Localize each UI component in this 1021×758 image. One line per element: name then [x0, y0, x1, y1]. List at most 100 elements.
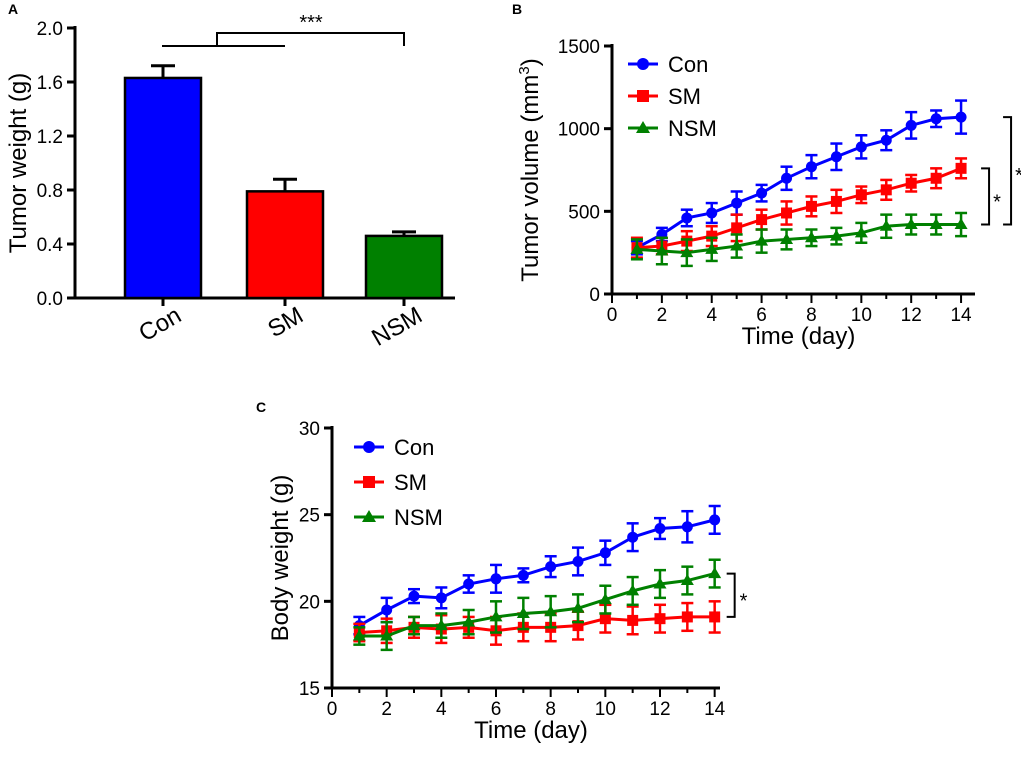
data-point [599, 613, 611, 625]
data-point [854, 226, 868, 238]
x-tick-label: 8 [545, 699, 556, 720]
significance-label: * [740, 590, 748, 612]
data-point [544, 605, 558, 617]
legend-label-sm: SM [668, 84, 701, 109]
legend-label-nsm: NSM [394, 505, 443, 530]
data-point [489, 610, 503, 622]
sig-bracket-con-nsm [1003, 116, 1013, 226]
panel-b: B 0 500 1000 1500 0 2 4 6 8 10 12 14 Time (day) Tumor … [512, 1, 1021, 350]
data-point [855, 141, 867, 153]
x-tick-label: 4 [706, 305, 717, 326]
data-point [706, 230, 718, 242]
x-tick-label: 4 [436, 699, 447, 720]
data-point [955, 162, 967, 174]
data-point [655, 244, 669, 256]
y-tick-label: 0.0 [37, 289, 63, 310]
data-point [572, 555, 584, 567]
data-point [855, 189, 867, 201]
data-point [805, 161, 817, 173]
panel-c: C 15 20 25 30 0 2 4 6 8 10 12 14 Time (day) Body weigh… [256, 399, 748, 744]
significance-label: * [1015, 165, 1021, 187]
data-point [955, 111, 967, 123]
data-point [490, 573, 502, 585]
data-point [681, 212, 693, 224]
data-point [756, 187, 768, 199]
x-tick-label: 6 [756, 305, 767, 326]
data-point [598, 593, 612, 605]
data-point [804, 231, 818, 243]
x-tick-label: 2 [657, 305, 668, 326]
series-nsm [352, 558, 722, 652]
data-point [930, 113, 942, 125]
x-tick-label: 10 [595, 699, 616, 720]
y-axis-label: Tumor volume (mm3) [516, 58, 544, 281]
bar-con [123, 76, 203, 300]
y-tick-label: 500 [568, 202, 600, 223]
panel-a: A 0.0 0.4 0.8 1.2 1.6 2.0 Con SM NSM *** Tumor weig… [5, 1, 455, 352]
sig-bracket-nsm-sm [726, 572, 736, 618]
x-tick-label: 10 [851, 305, 872, 326]
significance-label: * [993, 191, 1001, 213]
data-point [516, 606, 530, 618]
legend-marker-nsm [636, 121, 650, 133]
data-point [408, 590, 420, 602]
bar-sm [245, 190, 325, 300]
y-tick-label: 20 [299, 592, 320, 613]
data-point [705, 242, 719, 254]
data-point [352, 629, 366, 641]
data-point [731, 222, 743, 234]
data-point [930, 172, 942, 184]
data-point [572, 620, 584, 632]
data-point [407, 619, 421, 631]
y-tick-label: 1.2 [37, 127, 63, 148]
x-tick-label: 0 [607, 305, 618, 326]
y-tick-label: 0 [589, 285, 600, 306]
x-tick-label: 2 [381, 699, 392, 720]
data-point [681, 611, 693, 623]
series-line [359, 572, 716, 638]
y-tick-label: 0.4 [37, 235, 64, 256]
panel-label-a: A [8, 1, 18, 17]
data-point [462, 615, 476, 627]
legend-marker-con [363, 441, 375, 453]
legend-marker-con [637, 58, 649, 70]
x-axis-label: Time (day) [474, 717, 588, 744]
series-line [636, 223, 962, 255]
y-tick-label: 25 [299, 506, 320, 527]
y-tick-label: 2.0 [37, 19, 63, 40]
legend-label-con: Con [668, 52, 708, 77]
x-tick-label: 14 [704, 699, 726, 720]
data-point [627, 531, 639, 543]
data-point [731, 197, 743, 209]
data-point [755, 234, 769, 246]
legend-marker-sm [637, 90, 649, 102]
x-axis-label: Time (day) [742, 323, 856, 350]
x-tick-label: 14 [950, 305, 972, 326]
data-point [708, 567, 722, 579]
x-tick-label: Con [134, 302, 186, 347]
data-point [517, 569, 529, 581]
data-point [680, 246, 694, 258]
data-point [904, 218, 918, 230]
y-tick-label: 0.8 [37, 181, 63, 202]
y-tick-label: 1000 [558, 120, 600, 141]
data-point [830, 195, 842, 207]
data-point [630, 242, 644, 254]
legend-label-sm: SM [394, 470, 427, 495]
y-tick-label: 1500 [558, 37, 600, 58]
data-point [653, 577, 667, 589]
data-point [435, 592, 447, 604]
legend-label-nsm: NSM [668, 116, 717, 141]
data-point [654, 613, 666, 625]
x-tick-label: 12 [649, 699, 670, 720]
x-tick-label: SM [263, 302, 308, 343]
data-point [905, 119, 917, 131]
y-tick-label: 30 [299, 419, 320, 440]
data-point [545, 561, 557, 573]
data-point [681, 521, 693, 533]
series-sm [353, 600, 721, 646]
data-point [880, 184, 892, 196]
data-point [780, 232, 794, 244]
